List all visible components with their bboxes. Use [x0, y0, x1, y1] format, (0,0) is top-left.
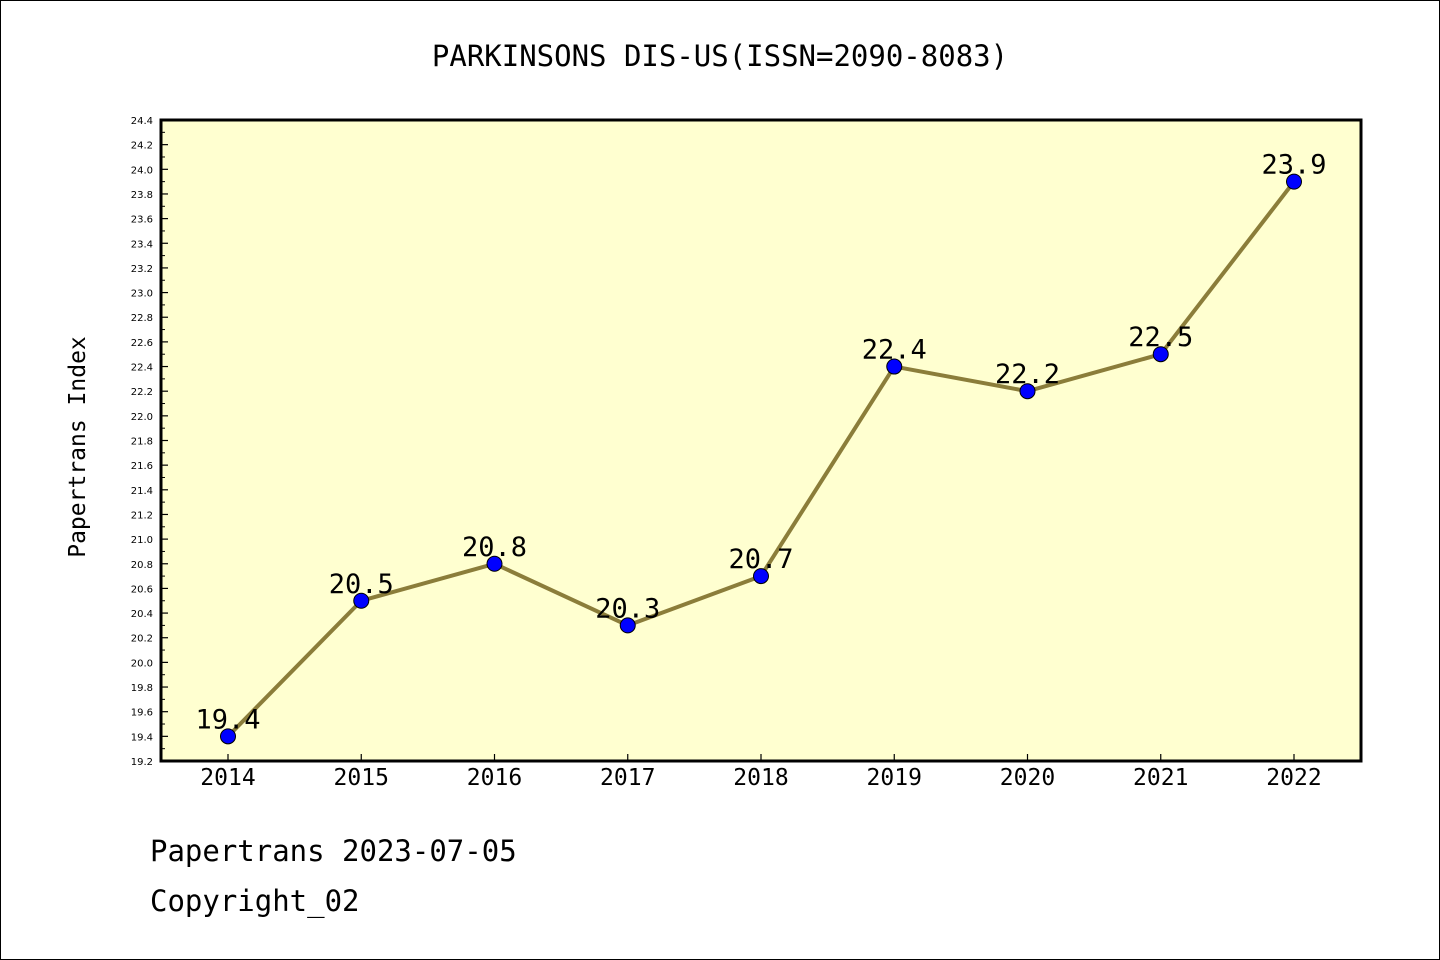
data-point	[486, 555, 503, 572]
data-point	[353, 592, 370, 609]
data-label: 22.4	[862, 335, 927, 366]
series-points-group	[220, 173, 1302, 745]
y-tick-label: 23.2	[131, 264, 153, 275]
data-point	[753, 568, 769, 585]
data-label: 23.9	[1261, 150, 1326, 181]
data-point	[1019, 383, 1036, 400]
data-label: 22.5	[1128, 322, 1193, 353]
y-tick-label: 21.6	[131, 461, 153, 472]
y-tick-label: 19.6	[131, 708, 153, 719]
y-tick-label: 22.8	[131, 313, 153, 324]
y-tick-label: 20.0	[131, 658, 153, 669]
y-axis-label: Papertrans Index	[65, 336, 91, 558]
y-tick-label: 20.8	[131, 560, 153, 571]
chart-title: PARKINSONS DIS-US(ISSN=2090-8083)	[432, 39, 1008, 73]
data-label: 22.2	[995, 359, 1060, 390]
y-tick-label: 19.2	[131, 757, 153, 768]
y-tick-label: 21.0	[131, 535, 153, 546]
y-tick-label: 20.2	[131, 634, 153, 645]
y-axis-tick-labels: 19.2 19.4 19.6 19.8 20.0 20.2 20.4 20.6 20.8 21.0…	[131, 116, 168, 768]
x-axis-tick-labels: 2014 2015 2016 2017 2018 2019 2020 2021 2022	[200, 754, 1322, 791]
x-tick-label: 2017	[600, 765, 655, 791]
y-tick-label: 20.4	[131, 609, 153, 620]
y-tick-label: 20.6	[131, 584, 153, 595]
y-tick-label: 19.8	[131, 683, 153, 694]
footer-date: Papertrans 2023-07-05	[150, 834, 517, 868]
data-label: 20.5	[329, 569, 394, 600]
data-label: 20.8	[462, 532, 527, 563]
x-tick-label: 2021	[1133, 765, 1188, 791]
footer-copyright: Copyright_02	[150, 884, 360, 918]
x-tick-label: 2019	[867, 765, 922, 791]
x-tick-label: 2016	[467, 765, 522, 791]
data-point	[220, 728, 236, 745]
y-tick-label: 19.4	[131, 732, 153, 743]
plot-border	[159, 118, 1363, 763]
data-label: 20.7	[728, 544, 793, 575]
y-tick-label: 23.6	[131, 215, 153, 226]
data-point	[619, 617, 636, 634]
x-tick-label: 2020	[1000, 765, 1055, 791]
plot-area	[161, 120, 1361, 761]
y-tick-label: 22.4	[131, 363, 153, 374]
data-labels-group: 19.4 20.5 20.8 20.3 20.7 22.4 22.2 22.5 23.9	[195, 150, 1326, 736]
y-tick-label: 22.6	[131, 338, 153, 349]
x-tick-label: 2015	[334, 765, 389, 791]
data-label: 20.3	[595, 593, 660, 624]
y-tick-label: 22.2	[131, 387, 153, 398]
x-tick-label: 2014	[200, 765, 255, 791]
y-tick-label: 22.0	[131, 412, 153, 423]
x-tick-label: 2018	[733, 765, 788, 791]
data-label: 19.4	[195, 704, 260, 735]
y-tick-label: 23.0	[131, 289, 153, 300]
y-tick-label: 23.4	[131, 239, 153, 250]
data-point	[1152, 346, 1169, 363]
y-tick-label: 21.4	[131, 486, 153, 497]
y-tick-label: 24.0	[131, 165, 153, 176]
data-point	[1286, 173, 1302, 190]
x-tick-label: 2022	[1266, 765, 1321, 791]
y-tick-label: 24.4	[131, 116, 153, 127]
y-tick-label: 21.2	[131, 510, 153, 521]
y-tick-label: 23.8	[131, 190, 153, 201]
y-tick-label: 21.8	[131, 437, 153, 448]
y-tick-label: 24.2	[131, 141, 153, 152]
data-point	[886, 358, 903, 375]
